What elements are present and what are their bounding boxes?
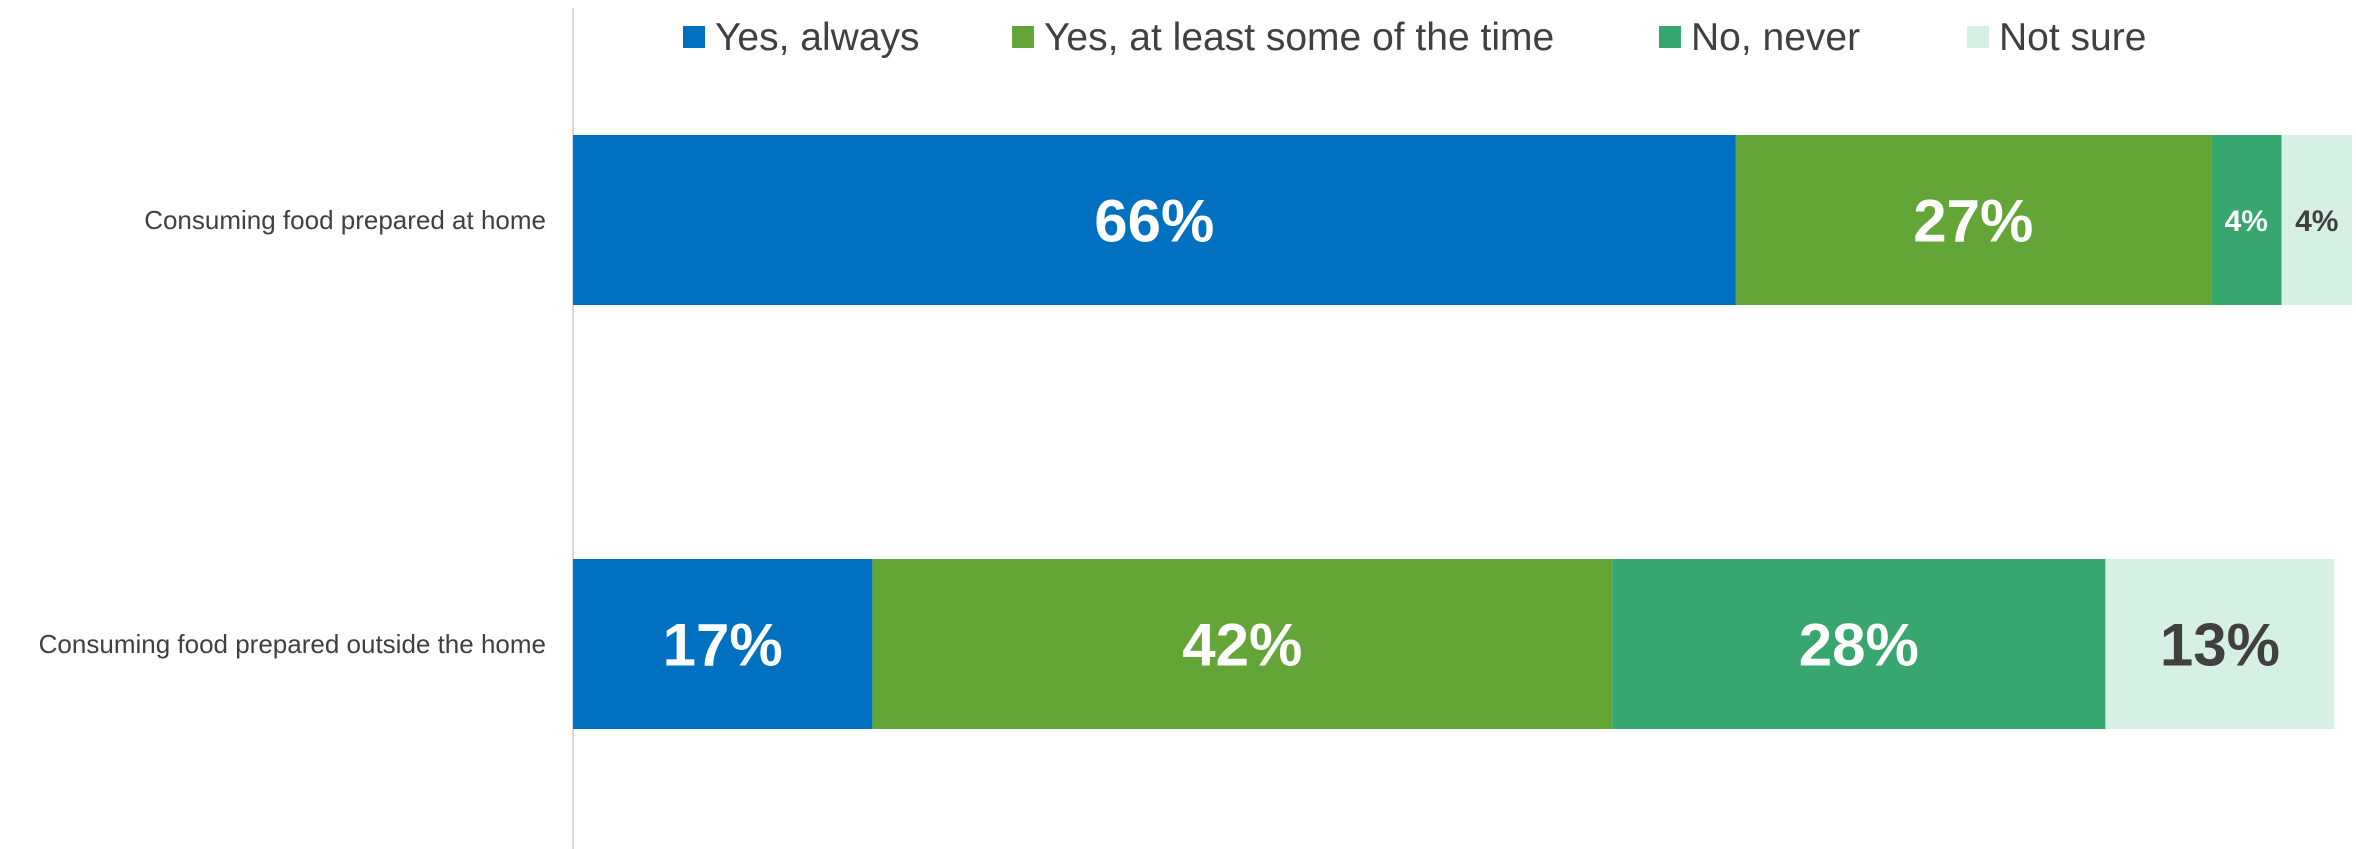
category-labels: Consuming food prepared at home Consuming… — [39, 205, 546, 659]
data-label: 13% — [2160, 612, 2280, 679]
data-label: 4% — [2225, 205, 2268, 238]
bar-segment-yes-always — [573, 559, 873, 729]
legend-label-yes-always: Yes, always — [715, 16, 920, 59]
data-label: 27% — [1913, 188, 2033, 255]
legend-label-yes-at-least-some-of-the-time: Yes, at least some of the time — [1044, 16, 1554, 59]
legend-label-no-never: No, never — [1691, 16, 1860, 59]
data-label: 4% — [2295, 205, 2338, 238]
legend-swatch-not-sure — [1967, 26, 1989, 48]
data-label: 66% — [1094, 188, 1214, 255]
category-label: Consuming food prepared outside the home — [39, 629, 546, 659]
data-label: 42% — [1182, 612, 1302, 679]
legend-swatch-yes-always — [683, 26, 705, 48]
bar-segment-yes-always — [573, 135, 1736, 305]
bar-segment-no-never — [2211, 135, 2282, 305]
bar-segment-yes-at-least-some-of-the-time — [872, 559, 1613, 729]
bar-segment-no-never — [1612, 559, 2106, 729]
legend-swatch-no-never — [1659, 26, 1681, 48]
bar-segment-not-sure — [2281, 135, 2352, 305]
legend-swatch-yes-at-least-some-of-the-time — [1012, 26, 1034, 48]
data-labels: 66% 27% 4% 4% 17% 42% 28% 13% — [663, 188, 2339, 679]
legend-label-not-sure: Not sure — [1999, 16, 2146, 59]
data-label: 28% — [1799, 612, 1919, 679]
bars — [573, 135, 2352, 729]
bar-segment-yes-at-least-some-of-the-time — [1735, 135, 2212, 305]
category-label: Consuming food prepared at home — [144, 205, 546, 235]
data-label: 17% — [663, 612, 783, 679]
legend: Yes, always Yes, at least some of the tim… — [683, 16, 2146, 59]
bar-segment-not-sure — [2105, 559, 2335, 729]
